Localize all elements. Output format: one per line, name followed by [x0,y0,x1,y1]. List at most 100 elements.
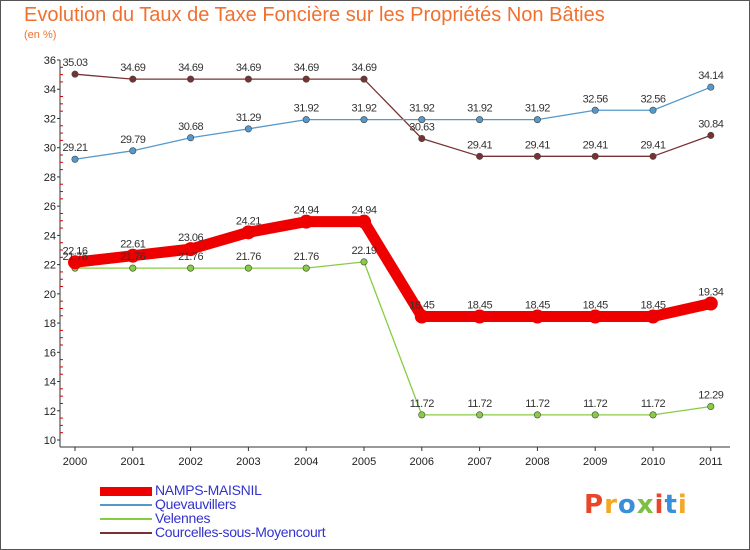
data-point [360,75,368,83]
legend-swatch [100,518,152,520]
data-label: 21.76 [62,251,87,263]
data-label: 34.69 [178,62,203,74]
data-label: 30.84 [698,118,723,130]
data-point [703,296,718,311]
data-point [414,309,429,324]
data-label: 29.21 [62,142,87,154]
y-tick-label: 28 [44,172,56,184]
data-point [187,264,195,272]
data-label: 30.63 [409,121,434,133]
data-label: 31.92 [351,103,376,115]
y-tick-label: 30 [44,143,56,155]
data-label: 21.76 [294,251,319,263]
data-point [244,125,252,133]
data-point [302,75,310,83]
data-label: 31.29 [236,112,261,124]
data-label: 34.69 [236,62,261,74]
data-point [649,152,657,160]
data-label: 34.69 [351,62,376,74]
y-tick-label: 20 [44,289,56,301]
y-tick-label: 22 [44,260,56,272]
y-tick-label: 14 [44,377,56,389]
data-point [588,309,603,324]
y-tick-label: 26 [44,201,56,213]
x-tick-label: 2009 [583,456,607,468]
data-point [302,264,310,272]
data-label: 11.72 [410,398,435,410]
y-tick-label: 24 [44,230,56,242]
data-label: 32.56 [583,93,608,105]
y-tick-label: 12 [44,406,56,418]
x-tick-label: 2005 [352,456,376,468]
data-label: 29.79 [120,134,145,146]
data-label: 11.72 [583,398,608,410]
logo-letter: x [636,490,655,520]
data-point [302,116,310,124]
y-tick-label: 32 [44,113,56,125]
data-point [707,131,715,139]
data-label: 29.41 [525,139,550,151]
data-label: 11.72 [525,398,550,410]
data-point [476,116,484,124]
data-point [360,258,368,266]
legend-swatch [100,504,152,506]
x-tick-label: 2006 [410,456,434,468]
data-point [68,255,82,270]
data-label: 21.76 [120,251,145,263]
data-label: 31.92 [294,103,319,115]
data-label: 31.92 [409,103,434,115]
data-point [476,411,484,419]
data-point [418,411,426,419]
data-point [183,242,198,257]
data-point [476,152,484,160]
data-point [71,155,79,163]
data-label: 30.68 [178,121,203,133]
series-line-Quevauvillers [74,86,712,160]
data-point [418,134,426,142]
data-label: 35.03 [62,57,87,69]
data-point [707,403,715,411]
data-label: 22.61 [120,239,145,251]
data-point [125,248,140,263]
data-point [707,83,715,91]
data-point [646,309,660,324]
y-tick-label: 16 [44,347,56,359]
legend-swatch [100,532,152,534]
x-tick-label: 2010 [641,456,665,468]
legend-label: Quevauvillers [155,496,236,512]
data-label: 34.14 [698,70,723,82]
data-label: 31.92 [525,103,550,115]
data-label: 18.45 [640,300,665,312]
data-label: 32.56 [640,93,665,105]
data-point [533,152,541,160]
chart-unit: (en %) [24,29,57,41]
data-label: 22.19 [351,245,376,257]
x-tick-label: 2000 [63,456,87,468]
data-point [591,152,599,160]
data-point [530,309,545,324]
legend-label: NAMPS-MAISNIL [155,482,262,498]
logo-letter: t [664,490,678,520]
data-label: 18.45 [467,300,492,312]
data-point [591,411,599,419]
x-tick-label: 2007 [467,456,491,468]
data-label: 22.16 [62,245,87,257]
data-point [357,214,371,229]
data-label: 29.41 [467,139,492,151]
data-label: 23.06 [178,232,203,244]
data-point [472,309,487,324]
x-tick-label: 2001 [121,456,145,468]
data-point [71,70,79,78]
data-point [129,147,137,155]
data-label: 19.34 [698,286,723,298]
data-point [360,116,368,124]
data-label: 12.29 [698,390,723,402]
data-point [187,134,195,142]
data-point [244,75,252,83]
data-point [244,264,252,272]
data-point [649,106,657,114]
data-point [129,264,137,272]
data-label: 29.41 [583,139,608,151]
proxiti-logo: Proxiti [584,490,688,520]
